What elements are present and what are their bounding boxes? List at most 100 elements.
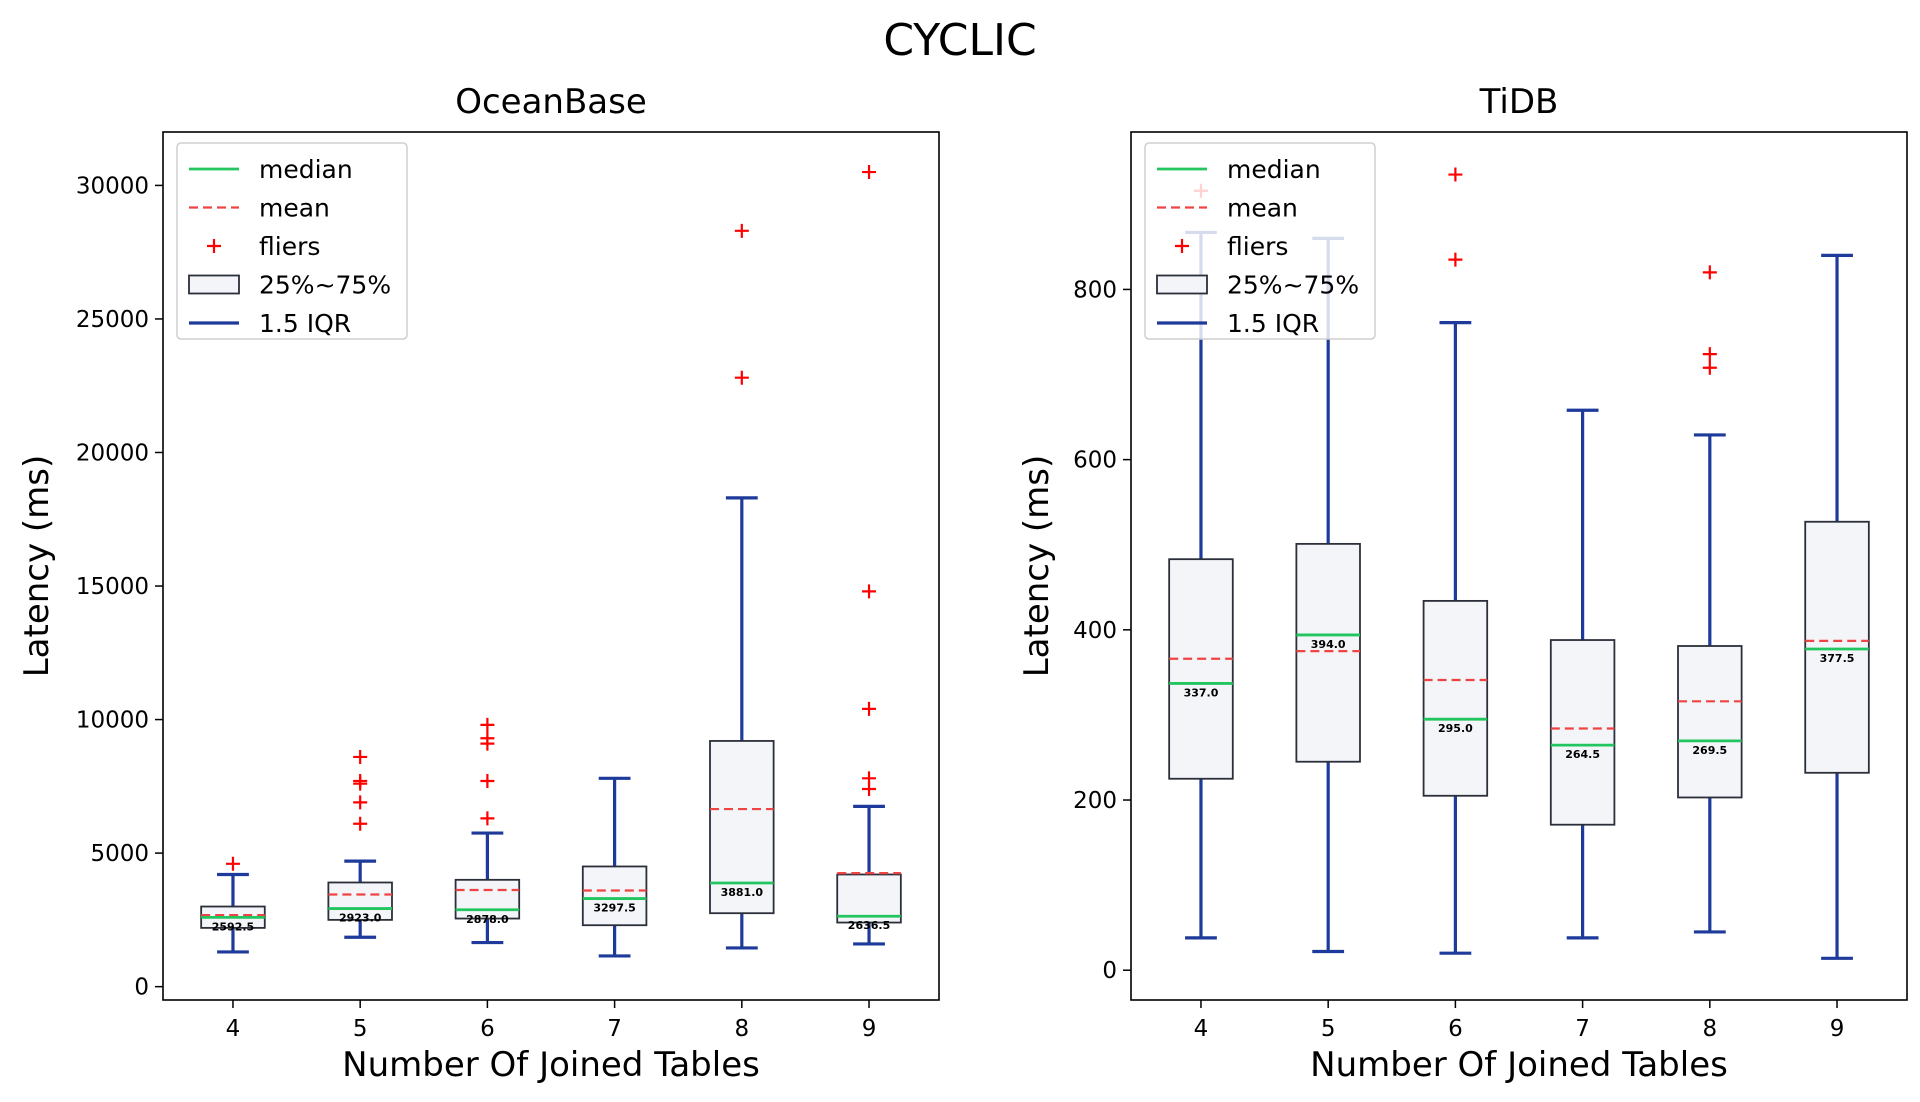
flier-marker bbox=[480, 773, 495, 788]
y-tick-label: 5000 bbox=[90, 841, 149, 867]
median-value-label: 3297.5 bbox=[593, 902, 635, 915]
y-tick-label: 20000 bbox=[76, 440, 149, 466]
x-tick-label: 5 bbox=[353, 1016, 368, 1042]
axes-frame bbox=[1130, 131, 1908, 1001]
x-tick-label: 8 bbox=[734, 1016, 749, 1042]
median-value-label: 2923.0 bbox=[339, 912, 382, 925]
flier-marker bbox=[734, 223, 749, 238]
y-tick-label: 0 bbox=[134, 975, 149, 1001]
oceanbase-panel: OceanBase 0 5000 10000 15000 20000 25000 30000 4… bbox=[17, 82, 940, 1085]
x-tick-label: 6 bbox=[1448, 1016, 1463, 1042]
y-axis-label: Latency (ms) bbox=[17, 455, 57, 678]
y-tick-label: 10000 bbox=[76, 708, 149, 734]
flier-marker bbox=[1702, 347, 1717, 362]
median-value-label: 377.5 bbox=[1820, 652, 1855, 665]
box-group-7: 3297.5 bbox=[581, 776, 648, 958]
x-tick-label: 7 bbox=[1575, 1016, 1590, 1042]
box-group-9: 377.5 bbox=[1804, 253, 1870, 960]
iqr-box bbox=[327, 881, 393, 921]
legend: median mean fliers 25%~75% 1.5 IQR bbox=[1144, 142, 1376, 340]
flier-marker bbox=[480, 811, 495, 826]
y-tick-label: 600 bbox=[1073, 448, 1117, 474]
box-group-4: 337.0 bbox=[1168, 183, 1234, 940]
median-value-label: 337.0 bbox=[1184, 686, 1219, 699]
box-group-5: 394.0 bbox=[1295, 236, 1361, 954]
iqr-box bbox=[1295, 542, 1361, 763]
x-axis-label: Number Of Joined Tables bbox=[342, 1045, 760, 1085]
flier-marker bbox=[353, 795, 368, 810]
legend-box-swatch bbox=[1156, 274, 1208, 295]
y-tick-label: 30000 bbox=[76, 173, 149, 199]
legend-box-swatch bbox=[188, 274, 240, 295]
box-group-5: 2923.0 bbox=[327, 749, 393, 939]
legend-label-mean: mean bbox=[259, 194, 330, 223]
x-tick-label: 6 bbox=[480, 1016, 495, 1042]
legend-label-whisker: 1.5 IQR bbox=[1227, 309, 1319, 338]
flier-marker bbox=[480, 717, 495, 732]
x-axis-label: Number Of Joined Tables bbox=[1310, 1045, 1728, 1085]
panel-title: OceanBase bbox=[455, 82, 647, 122]
flier-marker bbox=[862, 584, 877, 599]
flier-marker bbox=[1702, 265, 1717, 280]
iqr-box bbox=[581, 865, 648, 927]
y-tick-label: 400 bbox=[1073, 618, 1117, 644]
flier-marker bbox=[353, 749, 368, 764]
legend-label-fliers: fliers bbox=[259, 232, 320, 261]
median-value-label: 2592.5 bbox=[212, 920, 254, 933]
flier-marker bbox=[734, 370, 749, 385]
legend-label-box: 25%~75% bbox=[259, 271, 391, 300]
panel-title: TiDB bbox=[1479, 82, 1559, 122]
legend-fliers-swatch bbox=[1175, 239, 1189, 253]
axes-frame bbox=[162, 131, 940, 1001]
y-tick-label: 800 bbox=[1073, 277, 1117, 303]
iqr-box bbox=[836, 873, 902, 924]
legend-label-fliers: fliers bbox=[1227, 232, 1288, 261]
y-tick-label: 0 bbox=[1102, 958, 1117, 984]
median-value-label: 394.0 bbox=[1311, 638, 1346, 651]
x-tick-label: 8 bbox=[1702, 1016, 1717, 1042]
legend-label-whisker: 1.5 IQR bbox=[259, 309, 351, 338]
iqr-box bbox=[1677, 645, 1743, 799]
box-group-8: 3881.0 bbox=[709, 223, 775, 950]
flier-marker bbox=[480, 731, 495, 746]
y-tick-label: 200 bbox=[1073, 788, 1117, 814]
legend-label-box: 25%~75% bbox=[1227, 271, 1359, 300]
x-tick-label: 5 bbox=[1321, 1016, 1336, 1042]
iqr-box bbox=[1804, 520, 1870, 774]
figure-title: CYCLIC bbox=[883, 15, 1036, 66]
y-tick-label: 25000 bbox=[76, 307, 149, 333]
flier-marker bbox=[1448, 167, 1463, 182]
median-value-label: 3881.0 bbox=[721, 886, 764, 899]
flier-marker bbox=[353, 816, 368, 831]
box-group-6: 295.0 bbox=[1422, 167, 1489, 955]
flier-marker bbox=[1448, 252, 1463, 267]
flier-marker bbox=[862, 165, 877, 180]
iqr-box bbox=[1168, 558, 1234, 780]
box-group-9: 2636.5 bbox=[836, 165, 902, 946]
x-tick-label: 4 bbox=[226, 1016, 241, 1042]
flier-marker bbox=[862, 701, 877, 716]
iqr-box bbox=[709, 740, 775, 915]
iqr-box bbox=[454, 878, 521, 920]
median-value-label: 295.0 bbox=[1438, 722, 1473, 735]
legend-fliers-swatch bbox=[207, 239, 221, 253]
tidb-panel: TiDB 0 200 400 600 800 4 5 6 7 8 9 Number Of Joined … bbox=[1017, 82, 1908, 1085]
median-value-label: 264.5 bbox=[1565, 748, 1600, 761]
x-tick-label: 9 bbox=[862, 1016, 877, 1042]
legend: median mean fliers 25%~75% 1.5 IQR bbox=[176, 142, 408, 340]
x-tick-label: 9 bbox=[1830, 1016, 1845, 1042]
box-group-7: 264.5 bbox=[1549, 408, 1616, 940]
y-axis-label: Latency (ms) bbox=[1017, 455, 1057, 678]
x-tick-label: 4 bbox=[1194, 1016, 1209, 1042]
iqr-box bbox=[1422, 599, 1489, 797]
x-tick-label: 7 bbox=[607, 1016, 622, 1042]
legend-label-median: median bbox=[1227, 155, 1321, 184]
median-value-label: 2878.0 bbox=[466, 913, 509, 926]
legend-label-median: median bbox=[259, 155, 353, 184]
box-group-6: 2878.0 bbox=[454, 717, 521, 945]
flier-marker bbox=[862, 771, 877, 786]
legend-label-mean: mean bbox=[1227, 194, 1298, 223]
median-value-label: 2636.5 bbox=[848, 919, 890, 932]
flier-marker bbox=[225, 856, 240, 871]
